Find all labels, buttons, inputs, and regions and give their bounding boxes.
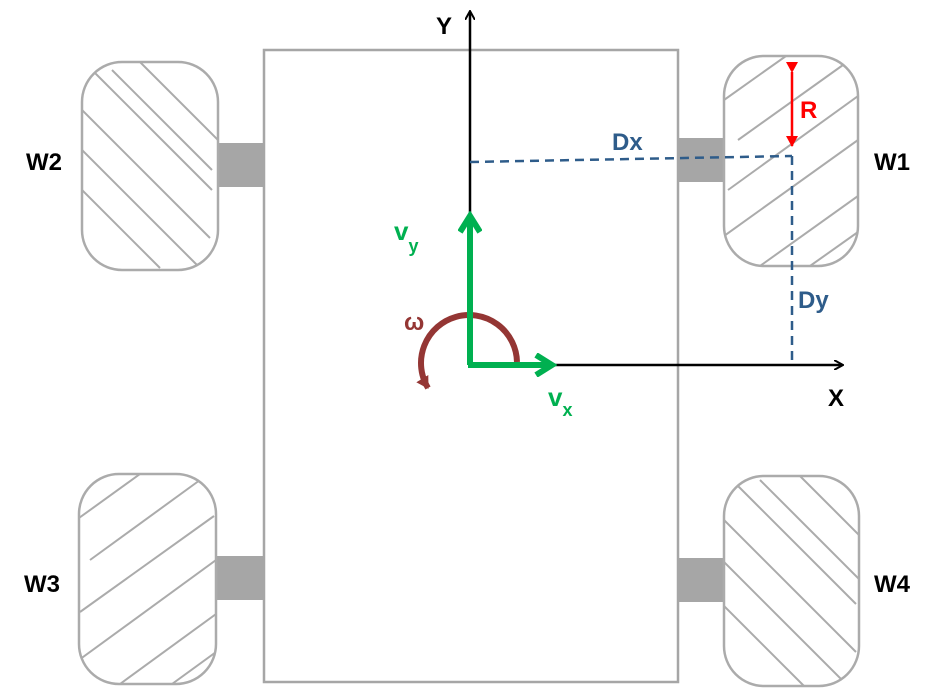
dy-label: Dy xyxy=(798,287,829,314)
wheel-w3 xyxy=(77,472,218,686)
hub-w2 xyxy=(218,143,264,187)
vy-subscript: y xyxy=(408,236,418,256)
dx-label: Dx xyxy=(612,129,643,156)
hub-w3 xyxy=(216,556,264,600)
vx-main: v xyxy=(548,382,563,412)
wheel-w4 xyxy=(722,474,861,688)
radius-label: R xyxy=(800,97,817,124)
hub-w4 xyxy=(678,558,724,602)
wheel-w1-label: W1 xyxy=(874,149,910,176)
vy-label: vy xyxy=(394,216,418,256)
vx-label: vx xyxy=(548,382,572,420)
wheel-w2-label: W2 xyxy=(26,149,62,176)
wheel-w2 xyxy=(80,60,220,272)
omega-arc xyxy=(416,312,520,390)
omega-label: ω xyxy=(404,309,424,336)
hub-w1 xyxy=(678,138,724,182)
wheel-w3-label: W3 xyxy=(24,571,60,598)
wheel-w4-label: W4 xyxy=(874,571,911,598)
dx-dimension-line xyxy=(469,154,793,164)
vx-subscript: x xyxy=(562,400,572,420)
y-axis-label: Y xyxy=(436,13,452,40)
x-axis-label: X xyxy=(828,385,844,412)
vy-main: v xyxy=(394,216,409,246)
